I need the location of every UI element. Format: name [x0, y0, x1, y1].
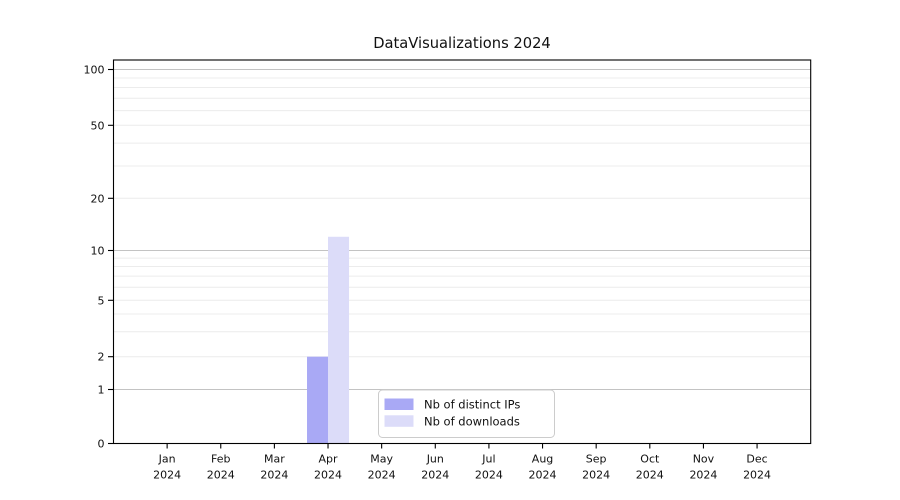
x-tick-label: Aug 2024: [529, 453, 557, 482]
legend-box: [378, 389, 555, 438]
x-tick-label: Sep 2024: [582, 453, 610, 482]
y-tick-label: 20: [91, 192, 105, 205]
x-tick-label: Apr 2024: [314, 453, 342, 482]
y-grid-major: [113, 69, 811, 390]
y-tick-label: 0: [98, 438, 105, 451]
x-axis: Jan 2024 Feb 2024 Mar 2024 Apr 2024 May 2024 Jun 20…: [153, 443, 771, 482]
bars-group: [307, 236, 350, 444]
x-tick-label: Jun 2024: [421, 453, 449, 482]
x-tick-label: Jul 2024: [475, 453, 503, 482]
plot-border: [112, 59, 812, 445]
legend-swatch: [384, 415, 414, 427]
legend: Nb of distinct IPs Nb of downloads: [378, 389, 555, 438]
x-tick-label: Feb 2024: [207, 453, 235, 482]
x-tick-label: Oct 2024: [636, 453, 664, 482]
y-grid-minor: [113, 77, 811, 358]
x-tick-label: Dec 2024: [743, 453, 771, 482]
x-tick-label: Jan 2024: [153, 453, 181, 482]
y-tick-label: 5: [98, 294, 105, 307]
y-tick-label: 50: [91, 119, 105, 132]
x-tick-label: Mar 2024: [260, 453, 288, 482]
legend-swatch: [384, 398, 414, 410]
bar-downloads: [328, 236, 350, 444]
legend-label: Nb of downloads: [424, 414, 520, 428]
y-tick-label: 10: [91, 245, 105, 258]
y-axis: 0 1 2 5 10 20 50 100: [84, 64, 114, 451]
y-tick-label: 100: [84, 64, 105, 77]
bar-distinct-ips: [307, 356, 329, 444]
chart-title: DataVisualizations 2024: [373, 35, 551, 52]
x-tick-label: Nov 2024: [689, 453, 717, 482]
x-tick-label: May 2024: [368, 453, 396, 482]
legend-label: Nb of distinct IPs: [424, 398, 520, 412]
y-tick-label: 1: [98, 384, 105, 397]
y-tick-label: 2: [98, 351, 105, 364]
